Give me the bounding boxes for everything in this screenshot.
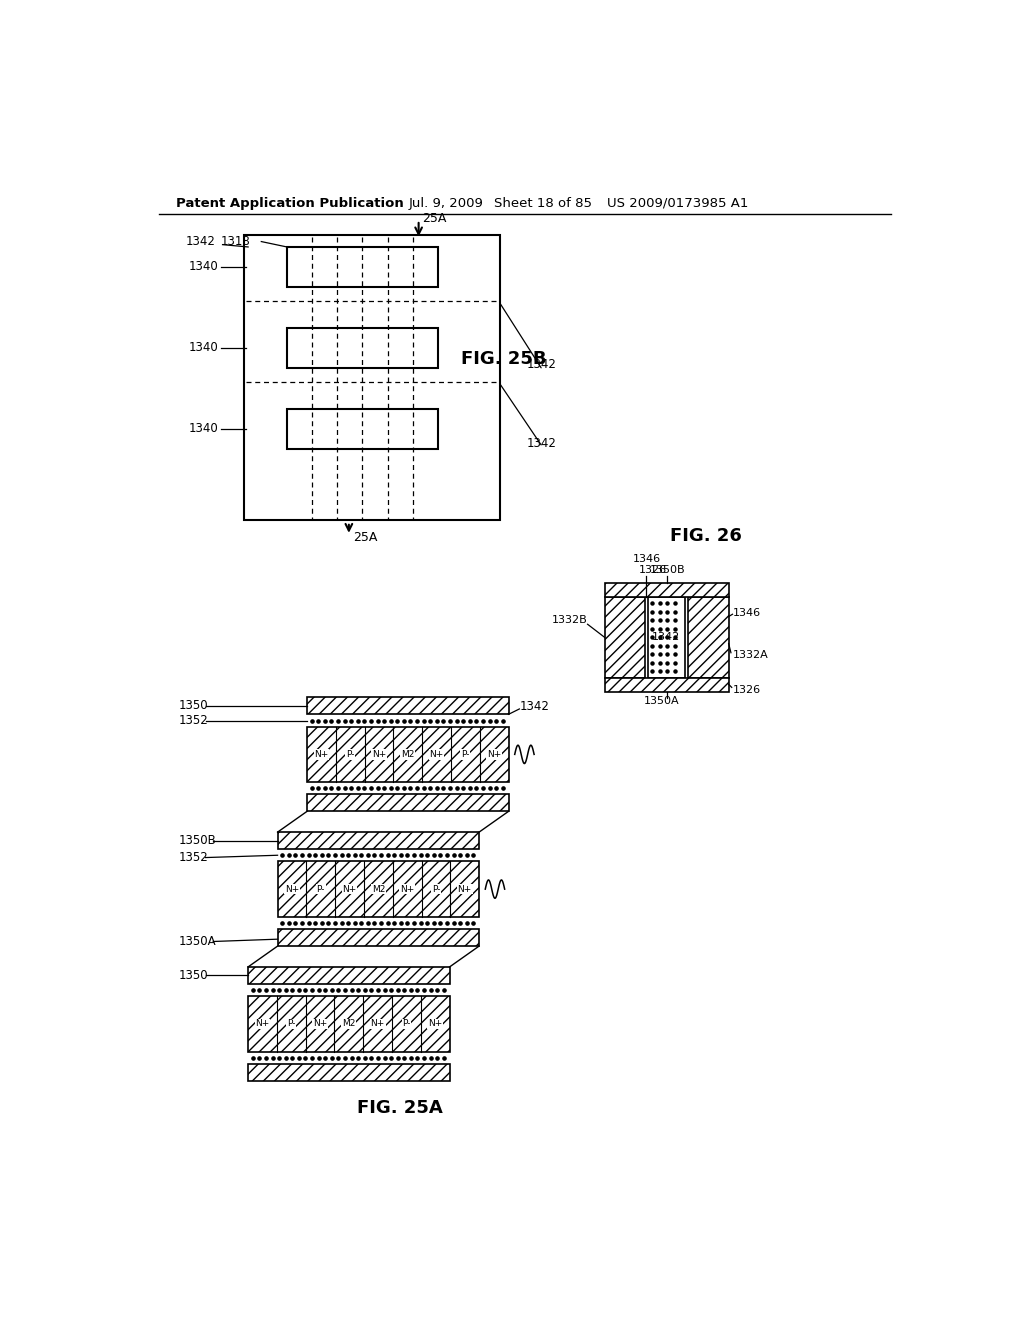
Text: N+: N+ [458, 884, 472, 894]
Bar [604, 678, 729, 692]
Text: 1350: 1350 [178, 700, 208, 713]
Text: 1350A: 1350A [178, 935, 216, 948]
Text: US 2009/0173985 A1: US 2009/0173985 A1 [607, 197, 749, 210]
Text: 1346: 1346 [633, 554, 662, 564]
Text: N+: N+ [255, 1019, 269, 1028]
Text: N+: N+ [487, 750, 502, 759]
Text: 1342: 1342 [527, 358, 557, 371]
Bar [688, 597, 729, 678]
Text: 1350B: 1350B [178, 834, 216, 847]
Text: Patent Application Publication: Patent Application Publication [176, 197, 403, 210]
Text: 1342: 1342 [186, 235, 216, 248]
Bar [278, 832, 479, 849]
Text: P-: P- [287, 1019, 296, 1028]
Bar [278, 929, 479, 946]
Text: N+: N+ [428, 1019, 442, 1028]
Text: Jul. 9, 2009: Jul. 9, 2009 [409, 197, 483, 210]
Text: 1352: 1352 [178, 714, 208, 727]
Bar [307, 727, 509, 781]
Text: FIG. 25A: FIG. 25A [356, 1098, 442, 1117]
Text: 25A: 25A [352, 531, 377, 544]
Text: 1346: 1346 [732, 607, 761, 618]
Bar [604, 597, 645, 678]
Bar [307, 795, 509, 812]
Text: 1332B: 1332B [552, 615, 588, 626]
Text: N+: N+ [314, 750, 329, 759]
Text: FIG. 26: FIG. 26 [671, 527, 742, 545]
Bar [248, 997, 450, 1052]
Text: FIG. 25B: FIG. 25B [461, 350, 547, 367]
Text: P-: P- [316, 884, 325, 894]
Bar [245, 235, 500, 520]
Text: 1340: 1340 [188, 422, 218, 436]
Text: N+: N+ [285, 884, 299, 894]
Text: 1350A: 1350A [644, 696, 680, 706]
Text: 1350: 1350 [178, 969, 208, 982]
Text: 1340: 1340 [188, 342, 218, 354]
Text: P-: P- [432, 884, 440, 894]
Text: 1326: 1326 [639, 565, 667, 576]
Text: N+: N+ [429, 750, 443, 759]
Text: 1332A: 1332A [732, 649, 768, 660]
Text: M2: M2 [401, 750, 415, 759]
Bar [307, 697, 509, 714]
Text: N+: N+ [372, 750, 386, 759]
Text: 1342: 1342 [520, 700, 550, 713]
Text: 1342: 1342 [527, 437, 557, 450]
Text: 1318: 1318 [221, 235, 251, 248]
Text: N+: N+ [371, 1019, 385, 1028]
Text: M2: M2 [342, 1019, 355, 1028]
Text: N+: N+ [342, 884, 356, 894]
Bar [248, 1064, 450, 1081]
Text: P-: P- [461, 750, 470, 759]
Text: 1340: 1340 [188, 260, 218, 273]
Text: 1342: 1342 [652, 632, 680, 643]
Text: Sheet 18 of 85: Sheet 18 of 85 [494, 197, 592, 210]
Text: P-: P- [346, 750, 354, 759]
Bar [278, 862, 479, 917]
Text: 1326: 1326 [732, 685, 761, 694]
Bar [604, 583, 729, 598]
Bar [287, 247, 438, 286]
Text: N+: N+ [400, 884, 415, 894]
Bar [648, 597, 685, 678]
Bar [287, 327, 438, 368]
Bar [248, 966, 450, 983]
Text: P-: P- [402, 1019, 411, 1028]
Bar [287, 409, 438, 449]
Text: 25A: 25A [423, 213, 446, 224]
Text: N+: N+ [313, 1019, 328, 1028]
Text: 1350B: 1350B [649, 565, 685, 576]
Text: M2: M2 [372, 884, 385, 894]
Text: 1352: 1352 [178, 851, 208, 865]
